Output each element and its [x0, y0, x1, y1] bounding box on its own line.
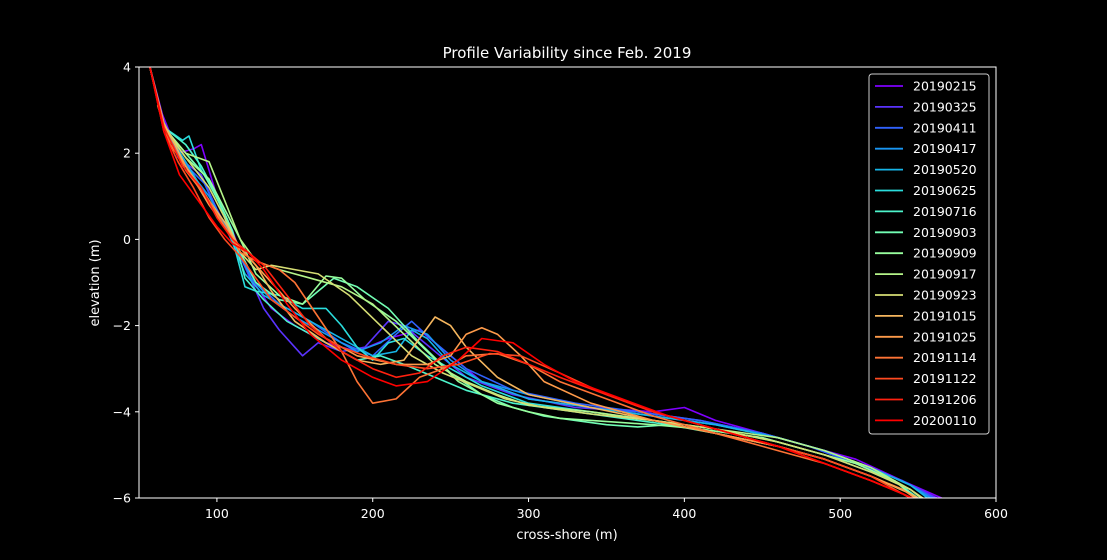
- legend-items: 20190215 20190325 20190411 20190417 20190520…: [875, 79, 977, 428]
- legend-label: 20200110: [913, 413, 977, 428]
- x-tick-label: 200: [361, 506, 385, 521]
- series-line-20200110: [149, 67, 913, 498]
- legend-label: 20191122: [913, 371, 977, 386]
- series-line-20190917: [149, 67, 922, 498]
- legend-label: 20190325: [913, 99, 977, 114]
- legend-label: 20190417: [913, 141, 977, 156]
- y-tick-label: −6: [113, 491, 131, 506]
- x-tick-label: 100: [205, 506, 229, 521]
- legend: 20190215 20190325 20190411 20190417 20190520…: [868, 73, 990, 435]
- plot-area: [138, 66, 997, 499]
- x-tick-label: 500: [828, 506, 852, 521]
- legend-label: 20190520: [913, 162, 977, 177]
- x-tick-label: 400: [672, 506, 696, 521]
- legend-label: 20191015: [913, 308, 977, 323]
- series-line-20190923: [149, 67, 924, 498]
- legend-label: 20190716: [913, 204, 977, 219]
- y-axis-label: elevation (m): [88, 239, 103, 326]
- legend-label: 20190909: [913, 246, 977, 261]
- axis-ticks: 100 200 300 400 500 600 −6 −4 −2 0 2 4: [113, 60, 1008, 522]
- legend-label: 20190917: [913, 267, 977, 282]
- y-tick-label: −4: [113, 404, 131, 419]
- y-tick-label: 2: [123, 146, 131, 161]
- legend-box: [868, 73, 990, 435]
- legend-label: 20191114: [913, 350, 977, 365]
- y-tick-label: −2: [113, 318, 131, 333]
- legend-label: 20191025: [913, 329, 977, 344]
- legend-label: 20190903: [913, 225, 977, 240]
- legend-label: 20190923: [913, 288, 977, 303]
- plot-frame: [138, 66, 997, 499]
- x-axis-label: cross-shore (m): [516, 528, 617, 543]
- series-lines: [149, 67, 943, 498]
- chart-title: Profile Variability since Feb. 2019: [443, 44, 692, 62]
- legend-label: 20190215: [913, 79, 977, 94]
- y-tick-label: 4: [123, 60, 131, 75]
- x-tick-label: 300: [517, 506, 541, 521]
- legend-label: 20190625: [913, 183, 977, 198]
- x-tick-label: 600: [984, 506, 1008, 521]
- legend-label: 20191206: [913, 392, 977, 407]
- legend-label: 20190411: [913, 120, 977, 135]
- y-tick-label: 0: [123, 232, 131, 247]
